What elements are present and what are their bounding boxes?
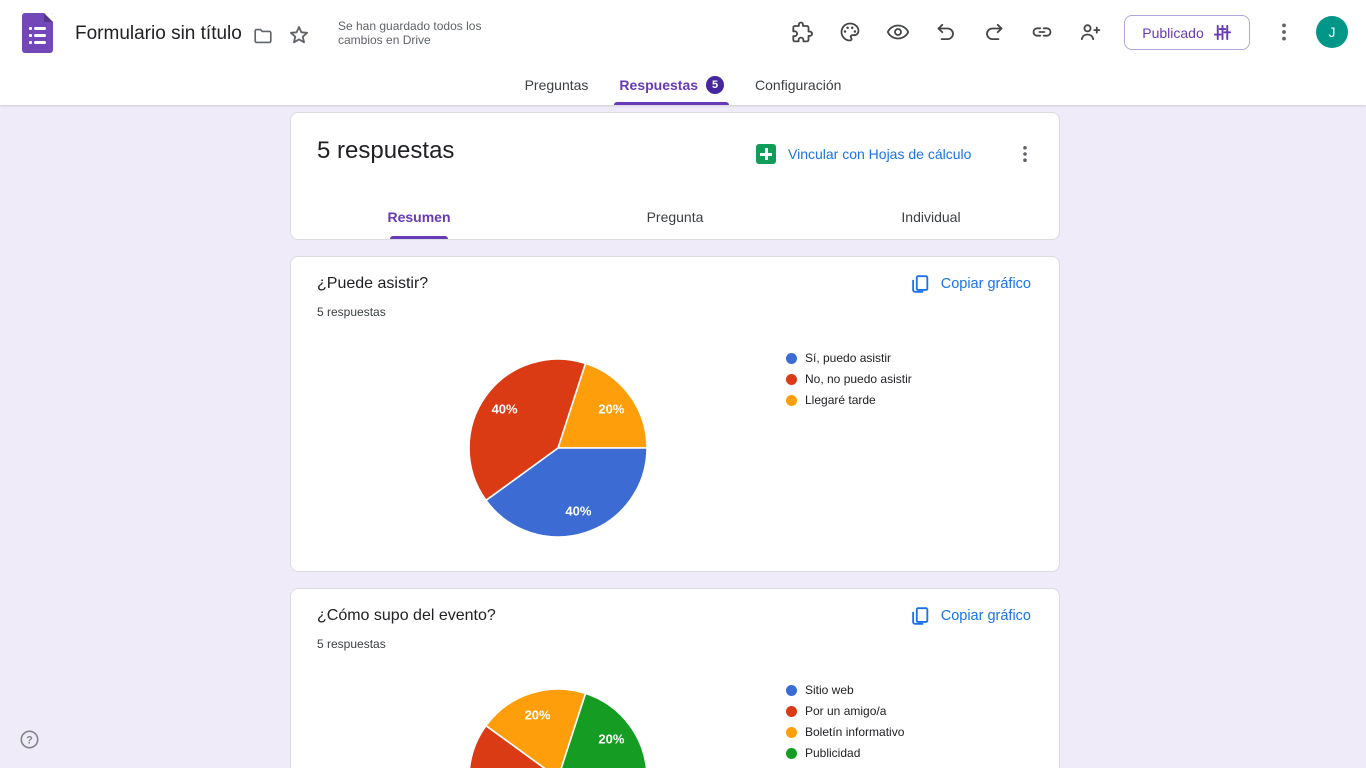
legend-color-dot bbox=[786, 726, 797, 738]
pie-chart-puede-asistir: 20% 40% 40% bbox=[468, 358, 648, 538]
palette-icon bbox=[840, 22, 860, 42]
legend-label: Por un amigo/a bbox=[805, 704, 887, 718]
preview-button[interactable] bbox=[885, 19, 911, 45]
legend-item: Llegaré tarde bbox=[786, 393, 912, 407]
legend-label: No, no puedo asistir bbox=[805, 372, 912, 386]
publish-settings-icon bbox=[1213, 24, 1231, 41]
pie-slice-percent-label: 20% bbox=[525, 708, 551, 723]
copy-chart-button[interactable]: Copiar gráfico bbox=[909, 273, 1031, 295]
chart-legend: Sí, puedo asistir No, no puedo asistir Lle… bbox=[786, 351, 912, 407]
summary-subtabs: Resumen Pregunta Individual bbox=[291, 195, 1059, 239]
top-bar: Formulario sin título Se han guardado to… bbox=[0, 0, 1366, 105]
legend-color-dot bbox=[786, 394, 797, 406]
pie-slice bbox=[485, 688, 587, 768]
redo-icon bbox=[986, 23, 1003, 40]
svg-text:?: ? bbox=[26, 735, 33, 747]
pie-slice bbox=[557, 362, 648, 449]
legend-label: Publicidad bbox=[805, 746, 861, 760]
account-avatar[interactable]: J bbox=[1316, 16, 1348, 48]
summary-more-options-button[interactable] bbox=[1013, 142, 1037, 166]
link-to-sheets-button[interactable]: Vincular con Hojas de cálculo bbox=[756, 144, 971, 164]
pie-slice-percent-label: 20% bbox=[598, 732, 624, 747]
add-ons-button[interactable] bbox=[789, 19, 815, 45]
autosave-status: Se han guardado todos los cambios en Dri… bbox=[338, 19, 482, 47]
legend-item: Por un amigo/a bbox=[786, 704, 904, 718]
subtab-resumen[interactable]: Resumen bbox=[291, 195, 547, 239]
star-icon bbox=[290, 26, 308, 44]
copy-chart-button[interactable]: Copiar gráfico bbox=[909, 605, 1031, 627]
legend-label: Boletín informativo bbox=[805, 725, 905, 739]
pie-chart-como-supo: 20%40%20%20% bbox=[468, 688, 648, 768]
legend-item: Publicidad bbox=[786, 746, 904, 760]
legend-color-dot bbox=[786, 373, 797, 385]
question-card-como-supo: ¿Cómo supo del evento? 5 respuestas Copi… bbox=[290, 588, 1060, 768]
forms-logo-icon[interactable] bbox=[22, 13, 53, 53]
question-title: ¿Cómo supo del evento? bbox=[317, 607, 496, 624]
copy-icon bbox=[911, 607, 928, 625]
question-card-puede-asistir: ¿Puede asistir? 5 respuestas Copiar gráf… bbox=[290, 256, 1060, 572]
published-label: Publicado bbox=[1142, 24, 1204, 41]
person-add-icon bbox=[1080, 24, 1101, 41]
more-options-button[interactable] bbox=[1271, 19, 1297, 45]
legend-color-dot bbox=[786, 684, 797, 696]
question-response-count: 5 respuestas bbox=[317, 637, 386, 651]
form-nav-tabs: Preguntas Respuestas 5 Configuración bbox=[0, 70, 1366, 105]
copy-link-button[interactable] bbox=[1029, 19, 1055, 45]
subtab-pregunta[interactable]: Pregunta bbox=[646, 209, 704, 225]
legend-color-dot bbox=[786, 747, 797, 759]
tab-preguntas[interactable]: Preguntas bbox=[524, 76, 589, 93]
undo-icon bbox=[937, 23, 954, 40]
subtab-individual[interactable]: Individual bbox=[901, 209, 961, 225]
pie-slice bbox=[560, 692, 648, 768]
legend-item: Boletín informativo bbox=[786, 725, 904, 739]
google-sheets-icon bbox=[756, 144, 776, 164]
redo-button[interactable] bbox=[981, 19, 1007, 45]
star-button[interactable] bbox=[286, 22, 312, 48]
avatar-initial: J bbox=[1328, 24, 1336, 40]
pie-slice-percent-label: 40% bbox=[492, 402, 518, 417]
form-title[interactable]: Formulario sin título bbox=[75, 23, 242, 44]
tab-configuracion[interactable]: Configuración bbox=[755, 76, 842, 93]
tab-respuestas[interactable]: Respuestas 5 bbox=[614, 70, 729, 105]
help-icon: ? bbox=[20, 730, 39, 749]
published-button[interactable]: Publicado bbox=[1124, 15, 1250, 50]
pie-slice bbox=[468, 724, 546, 768]
question-response-count: 5 respuestas bbox=[317, 305, 386, 319]
legend-color-dot bbox=[786, 352, 797, 364]
logo-fold bbox=[44, 13, 53, 22]
move-folder-button[interactable] bbox=[250, 23, 276, 49]
pie-slice bbox=[468, 358, 587, 502]
link-icon bbox=[1032, 27, 1052, 37]
chart-legend: Sitio web Por un amigo/a Boletín informati… bbox=[786, 683, 904, 760]
responses-summary-card: 5 respuestas Vincular con Hojas de cálcu… bbox=[290, 112, 1060, 240]
question-title: ¿Puede asistir? bbox=[317, 275, 429, 292]
legend-item: Sí, puedo asistir bbox=[786, 351, 912, 365]
pie-slice bbox=[485, 447, 648, 538]
legend-label: Sí, puedo asistir bbox=[805, 351, 892, 365]
responses-count-badge: 5 bbox=[706, 75, 725, 94]
legend-item: Sitio web bbox=[786, 683, 904, 697]
legend-item: No, no puedo asistir bbox=[786, 372, 912, 386]
add-collaborators-button[interactable] bbox=[1077, 19, 1103, 45]
legend-label: Llegaré tarde bbox=[805, 393, 876, 407]
folder-icon bbox=[254, 28, 272, 44]
undo-button[interactable] bbox=[933, 19, 959, 45]
responses-count-title: 5 respuestas bbox=[317, 137, 455, 164]
kebab-menu-icon bbox=[1282, 23, 1286, 41]
customize-theme-button[interactable] bbox=[837, 19, 863, 45]
legend-label: Sitio web bbox=[805, 683, 854, 697]
kebab-menu-icon bbox=[1023, 146, 1027, 162]
copy-icon bbox=[911, 275, 928, 293]
eye-icon bbox=[886, 24, 910, 40]
puzzle-icon bbox=[792, 21, 813, 43]
legend-color-dot bbox=[786, 705, 797, 717]
pie-slice-percent-label: 20% bbox=[598, 402, 624, 417]
pie-slice-percent-label: 40% bbox=[565, 503, 591, 518]
help-button[interactable]: ? bbox=[19, 729, 40, 750]
